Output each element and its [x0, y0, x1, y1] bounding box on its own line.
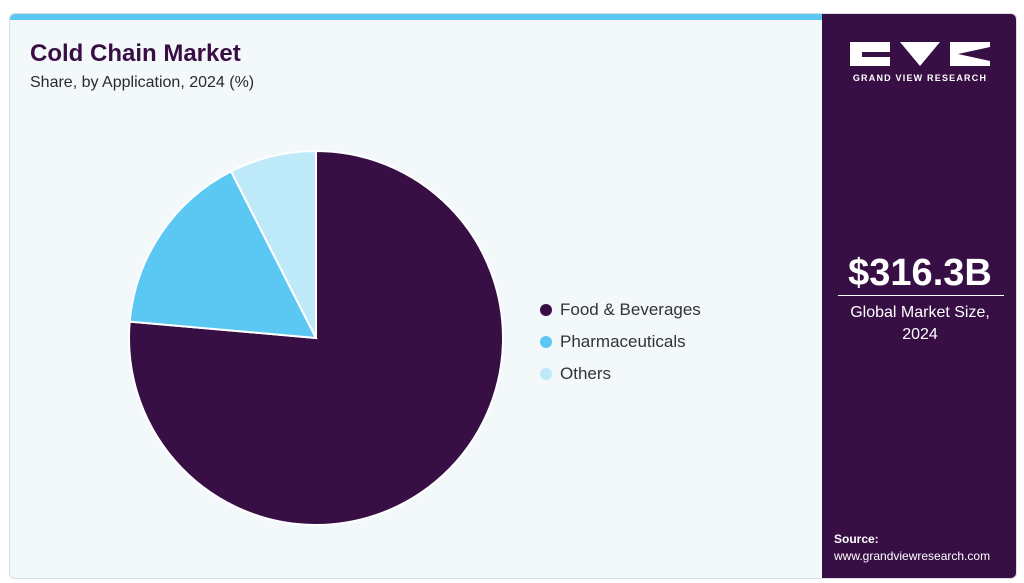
brand-name: GRAND VIEW RESEARCH — [852, 73, 988, 83]
legend-label: Others — [560, 364, 612, 383]
chart-card: Cold Chain Market Share, by Application,… — [9, 13, 1017, 579]
chart-legend: Food & Beverages Pharmaceuticals Others — [540, 294, 701, 390]
pie-chart — [128, 149, 504, 526]
legend-item: Food & Beverages — [540, 294, 701, 326]
legend-label: Pharmaceuticals — [560, 332, 686, 351]
market-size-label: Global Market Size, 2024 — [850, 304, 990, 343]
accent-bar — [10, 14, 822, 20]
legend-swatch — [540, 336, 552, 348]
market-size-value: $316.3B — [848, 252, 992, 294]
info-sidebar: GRAND VIEW RESEARCH $316.3B Global Marke… — [822, 14, 1016, 578]
legend-item: Pharmaceuticals — [540, 326, 701, 358]
legend-swatch — [540, 304, 552, 316]
legend-label: Food & Beverages — [560, 300, 701, 319]
gvr-logo-icon — [850, 42, 990, 66]
pie-slice-others — [229, 149, 317, 339]
source-label: Source: — [834, 532, 879, 546]
legend-item: Others — [540, 358, 701, 390]
pie-slice-pharmaceuticals — [128, 170, 318, 340]
source-link[interactable]: www.grandviewresearch.com — [834, 549, 991, 563]
divider — [838, 295, 1004, 296]
chart-title: Cold Chain Market — [30, 40, 241, 67]
legend-swatch — [540, 368, 552, 380]
chart-subtitle: Share, by Application, 2024 (%) — [30, 74, 255, 91]
